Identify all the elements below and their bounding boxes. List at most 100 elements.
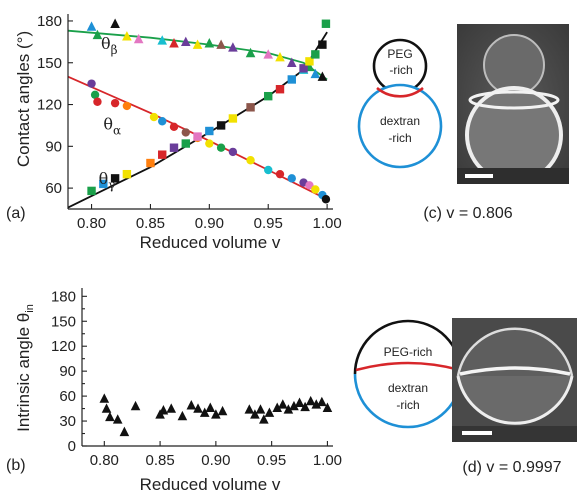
data-point-intrinsic-angle bbox=[105, 411, 115, 422]
data-point-intrinsic-angle bbox=[186, 400, 197, 410]
data-point-alpha bbox=[110, 98, 120, 108]
data-point-intrinsic-angle bbox=[264, 407, 275, 417]
data-point-gamma bbox=[87, 186, 96, 196]
data-point-intrinsic-angle bbox=[259, 414, 269, 424]
annotation-theta-γ: θγ bbox=[99, 169, 116, 192]
y-tick-label: 30 bbox=[59, 413, 76, 430]
data-point-beta bbox=[317, 71, 328, 81]
data-point-intrinsic-angle bbox=[317, 396, 327, 407]
data-point-beta bbox=[245, 47, 256, 58]
x-tick-label: 0.90 bbox=[195, 215, 224, 232]
data-point-intrinsic-angle bbox=[294, 397, 305, 407]
y-axis-label: Intrinsic angle θin bbox=[14, 304, 36, 432]
data-point-beta bbox=[86, 21, 97, 31]
data-point-beta bbox=[92, 29, 103, 40]
data-point-alpha bbox=[181, 128, 190, 137]
data-point-beta bbox=[275, 51, 285, 62]
data-point-gamma bbox=[110, 174, 120, 183]
interface-arc bbox=[376, 86, 424, 98]
dextran-label-1: dextran bbox=[388, 381, 428, 395]
y-axis-label: Contact angles (°) bbox=[14, 31, 33, 167]
annotation-symbol: θ bbox=[103, 115, 113, 134]
data-point-gamma bbox=[228, 114, 238, 123]
data-point-intrinsic-angle bbox=[158, 405, 169, 415]
data-point-alpha bbox=[169, 122, 179, 132]
x-tick-label: 1.00 bbox=[313, 452, 342, 469]
caption-c: (c) v = 0.806 bbox=[423, 205, 512, 222]
micrograph-c bbox=[457, 24, 569, 184]
y-tick-label: 90 bbox=[45, 138, 62, 155]
data-point-alpha bbox=[246, 156, 255, 165]
data-point-beta bbox=[228, 42, 238, 52]
data-point-intrinsic-angle bbox=[177, 410, 188, 421]
y-tick-label: 180 bbox=[51, 288, 76, 305]
data-point-intrinsic-angle bbox=[311, 399, 322, 409]
dextran-label-2: -rich bbox=[388, 131, 411, 145]
data-point-gamma bbox=[275, 85, 285, 94]
x-tick-label: 0.80 bbox=[77, 215, 106, 232]
data-point-beta bbox=[110, 18, 120, 28]
data-point-alpha bbox=[205, 139, 214, 148]
schematic-d: PEG-rich dextran -rich bbox=[353, 319, 463, 429]
y-tick-label: 60 bbox=[59, 388, 76, 405]
data-point-alpha bbox=[275, 169, 285, 179]
data-point-intrinsic-angle bbox=[250, 409, 260, 419]
data-point-intrinsic-angle bbox=[289, 400, 299, 411]
tick-labels: 0.80 0.85 0.90 0.95 1.00 0 30 60 90 120 150 180 bbox=[51, 288, 342, 469]
tick-labels: 0.80 0.85 0.90 0.95 1.00 60 90 120 150 180 bbox=[37, 13, 342, 232]
data-point-gamma bbox=[321, 19, 331, 28]
micrograph-d bbox=[452, 318, 577, 442]
data-point-gamma bbox=[264, 91, 273, 101]
scale-bar bbox=[462, 431, 492, 435]
data-point-alpha bbox=[149, 112, 159, 122]
data-point-gamma bbox=[99, 179, 108, 189]
data-point-alpha bbox=[321, 195, 331, 204]
scale-bar bbox=[465, 174, 493, 178]
data-point-gamma bbox=[158, 150, 167, 159]
data-point-beta bbox=[204, 38, 215, 48]
data-point-beta bbox=[263, 49, 274, 59]
data-point-alpha bbox=[122, 101, 132, 111]
data-point-gamma bbox=[287, 75, 296, 84]
y-tick-label: 150 bbox=[37, 55, 62, 72]
data-point-alpha bbox=[93, 97, 102, 106]
axes bbox=[67, 14, 333, 210]
data-point-intrinsic-angle bbox=[211, 409, 221, 419]
data-point-alpha bbox=[158, 117, 167, 126]
data-point-gamma bbox=[216, 121, 226, 130]
data-point-intrinsic-angle bbox=[205, 402, 216, 412]
panel-label-b: (b) bbox=[6, 457, 26, 474]
x-tick-label: 0.95 bbox=[254, 215, 283, 232]
intrinsic-angle-chart: 0.80 0.85 0.90 0.95 1.00 0 30 60 90 120 150 180 Int… bbox=[6, 288, 342, 494]
annotation-subscript: γ bbox=[108, 178, 115, 192]
dextran-label-1: dextran bbox=[380, 114, 420, 128]
axes bbox=[81, 288, 333, 447]
data-point-alpha bbox=[216, 143, 226, 152]
x-axis-label: Reduced volume v bbox=[140, 233, 281, 252]
dextran-label-2: -rich bbox=[396, 398, 419, 412]
y-tick-label: 60 bbox=[45, 180, 62, 197]
data-points bbox=[99, 393, 333, 437]
x-tick-label: 0.85 bbox=[136, 215, 165, 232]
x-tick-label: 0.90 bbox=[201, 452, 230, 469]
data-point-beta bbox=[133, 33, 144, 44]
data-point-beta bbox=[122, 31, 132, 41]
data-point-gamma bbox=[205, 126, 214, 136]
panel-label-a: (a) bbox=[6, 205, 26, 222]
annotation-symbol: θ bbox=[99, 169, 109, 188]
y-tick-label: 0 bbox=[68, 438, 76, 455]
data-point-alpha bbox=[311, 185, 320, 194]
data-point-alpha bbox=[228, 147, 238, 157]
data-point-intrinsic-angle bbox=[199, 407, 210, 417]
x-tick-label: 0.85 bbox=[145, 452, 174, 469]
dextran-phase-circle bbox=[357, 83, 443, 169]
peg-label-1: PEG bbox=[387, 47, 412, 61]
data-point-alpha bbox=[287, 174, 296, 183]
data-point-gamma bbox=[299, 64, 308, 73]
y-tick-label: 120 bbox=[51, 338, 76, 355]
annotation-theta-α: θα bbox=[103, 115, 121, 138]
data-point-gamma bbox=[122, 169, 132, 179]
y-tick-label: 90 bbox=[59, 363, 76, 380]
